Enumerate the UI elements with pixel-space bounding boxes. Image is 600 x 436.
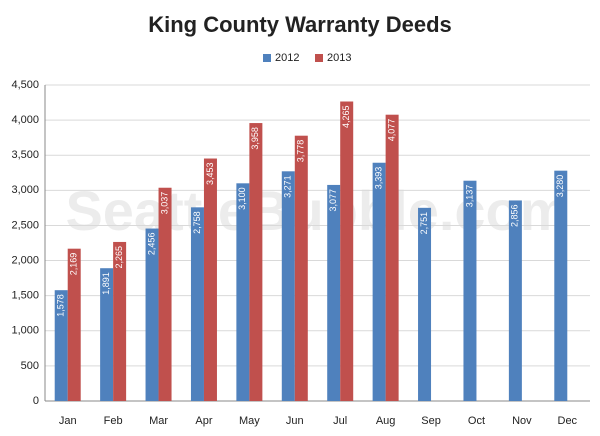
bar	[67, 248, 81, 401]
x-tick-label: Apr	[195, 415, 212, 427]
value-label: 3,453	[205, 163, 215, 186]
watermark: SeattleBubble.com	[65, 179, 569, 242]
legend-swatch	[315, 54, 323, 62]
value-label: 3,393	[374, 167, 384, 190]
y-tick-label: 2,500	[11, 219, 39, 231]
y-tick-label: 500	[21, 360, 39, 372]
bar	[113, 241, 127, 401]
value-label: 2,456	[146, 233, 156, 256]
value-label: 3,037	[159, 192, 169, 215]
bar	[145, 228, 159, 401]
bar	[190, 207, 204, 401]
value-label: 1,891	[101, 272, 111, 295]
bar	[327, 184, 341, 401]
value-label: 2,751	[419, 212, 429, 235]
value-label: 2,169	[69, 253, 79, 276]
y-tick-label: 1,000	[11, 325, 39, 337]
value-label: 3,077	[328, 189, 338, 212]
bar	[158, 187, 172, 401]
legend-label: 2013	[327, 52, 351, 64]
bar	[463, 180, 477, 401]
value-label: 3,271	[283, 175, 293, 198]
x-tick-label: Dec	[558, 415, 578, 427]
bar	[385, 114, 399, 401]
x-tick-label: Aug	[376, 415, 396, 427]
bar	[54, 290, 68, 401]
y-tick-label: 0	[33, 395, 39, 407]
value-label: 4,265	[341, 106, 351, 129]
value-label: 3,778	[296, 140, 306, 163]
y-tick-label: 3,000	[11, 184, 39, 196]
bar	[203, 158, 217, 401]
value-label: 3,137	[464, 185, 474, 208]
bar	[294, 135, 308, 401]
bar	[418, 207, 432, 401]
bar	[236, 183, 250, 401]
y-tick-label: 1,500	[11, 290, 39, 302]
x-tick-label: Jan	[59, 415, 77, 427]
x-tick-label: Feb	[104, 415, 123, 427]
value-label: 3,958	[250, 127, 260, 150]
value-label: 1,578	[56, 294, 66, 317]
bar	[249, 123, 263, 401]
bar	[281, 171, 295, 401]
value-label: 2,758	[192, 211, 202, 234]
y-tick-label: 4,500	[11, 79, 39, 91]
y-tick-label: 2,000	[11, 254, 39, 266]
bar	[100, 268, 114, 401]
x-tick-label: Sep	[421, 415, 441, 427]
x-tick-label: Jul	[333, 415, 347, 427]
y-tick-label: 4,000	[11, 114, 39, 126]
y-tick-label: 3,500	[11, 149, 39, 161]
value-label: 3,100	[237, 187, 247, 210]
legend-label: 2012	[275, 52, 299, 64]
bar	[554, 170, 568, 401]
value-label: 3,280	[555, 175, 565, 198]
legend-swatch	[263, 54, 271, 62]
value-label: 2,265	[114, 246, 124, 269]
chart-title: King County Warranty Deeds	[148, 12, 452, 37]
x-tick-label: May	[239, 415, 260, 427]
x-tick-label: Oct	[468, 415, 485, 427]
bar	[340, 101, 354, 401]
x-tick-label: Nov	[512, 415, 532, 427]
x-tick-label: Jun	[286, 415, 304, 427]
value-label: 2,856	[510, 204, 520, 227]
x-tick-label: Mar	[149, 415, 168, 427]
bar	[508, 200, 522, 401]
bar	[372, 162, 386, 401]
value-label: 4,077	[387, 119, 397, 142]
